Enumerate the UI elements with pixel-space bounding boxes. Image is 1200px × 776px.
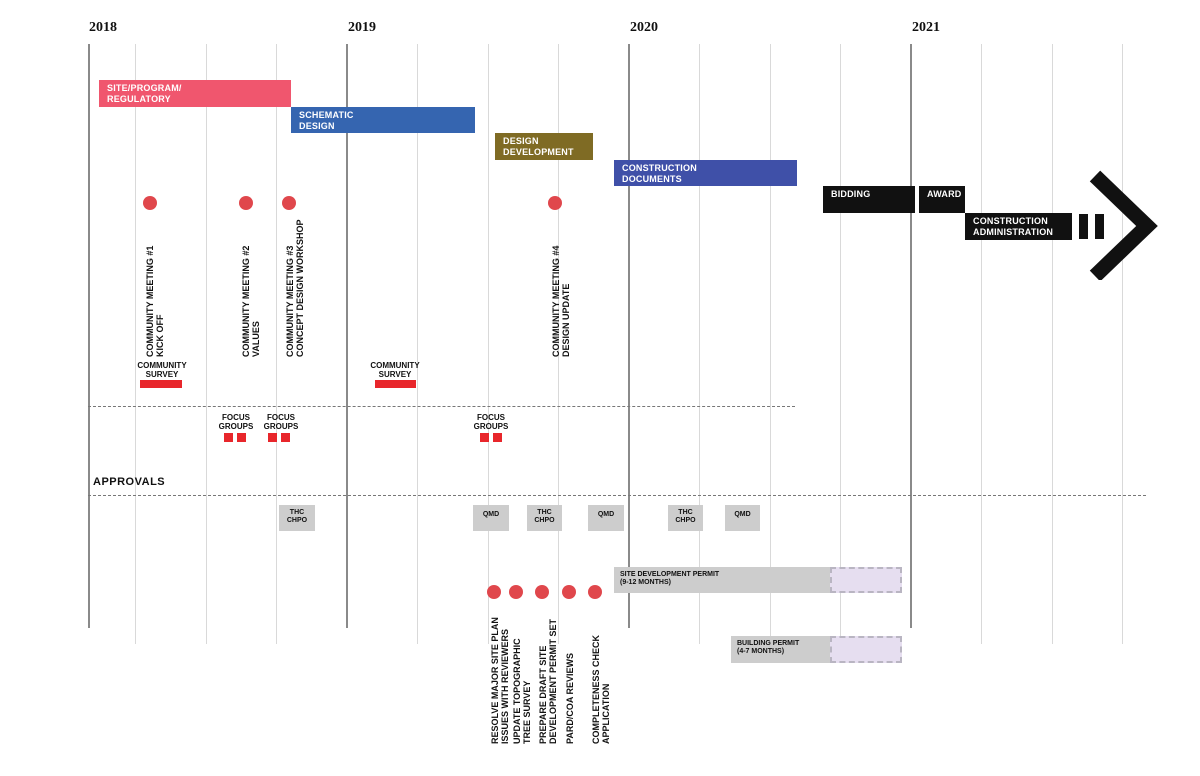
approvals-separator — [88, 495, 1146, 496]
phase-design-development: DESIGN DEVELOPMENT — [495, 133, 593, 160]
site-development-permit-bar: SITE DEVELOPMENT PERMIT (9-12 MONTHS) — [614, 567, 830, 593]
focus-group-marker — [281, 433, 290, 442]
quarter-line — [1052, 44, 1053, 644]
engagement-separator — [88, 406, 795, 407]
building-permit-bar: BUILDING PERMIT (4-7 MONTHS) — [731, 636, 830, 663]
quarter-line — [699, 44, 700, 644]
meeting-dot — [239, 196, 253, 210]
quarter-line — [840, 44, 841, 644]
approvals-heading: APPROVALS — [93, 476, 166, 488]
focus-groups-label: FOCUS GROUPS — [473, 413, 509, 431]
milestone-dot — [535, 585, 549, 599]
approval-box-qmd: QMD — [588, 505, 624, 531]
milestone-update-survey-label: UPDATE TOPOGRAPHIC TREE SURVEY — [512, 638, 532, 744]
year-label-2021: 2021 — [912, 20, 940, 35]
arrow-dash — [1095, 214, 1104, 239]
approval-box-thc-chpo: THC CHPO — [668, 505, 703, 531]
phase-construction-documents: CONSTRUCTION DOCUMENTS — [614, 160, 797, 186]
community-meeting-1-label: COMMUNITY MEETING #1 KICK OFF — [145, 245, 165, 357]
quarter-line — [417, 44, 418, 644]
community-survey-label: COMMUNITY SURVEY — [370, 361, 420, 379]
phase-bidding: BIDDING — [823, 186, 915, 213]
building-permit-extension — [830, 636, 902, 663]
focus-group-marker — [493, 433, 502, 442]
quarter-line — [135, 44, 136, 644]
milestone-dot — [588, 585, 602, 599]
community-meeting-3-label: COMMUNITY MEETING #3 CONCEPT DESIGN WORK… — [285, 219, 305, 357]
meeting-dot — [282, 196, 296, 210]
community-meeting-2-label: COMMUNITY MEETING #2 VALUES — [241, 245, 261, 357]
community-survey-label: COMMUNITY SURVEY — [137, 361, 187, 379]
phase-award: AWARD — [919, 186, 965, 213]
focus-group-marker — [224, 433, 233, 442]
focus-groups-label: FOCUS GROUPS — [218, 413, 254, 431]
focus-group-marker — [480, 433, 489, 442]
approval-box-qmd: QMD — [725, 505, 760, 531]
milestone-dot — [487, 585, 501, 599]
approval-box-thc-chpo: THC CHPO — [527, 505, 562, 531]
milestone-dot — [509, 585, 523, 599]
year-line-2020 — [628, 44, 630, 628]
year-label-2019: 2019 — [348, 20, 376, 35]
milestone-pard-coa-reviews-label: PARD/COA REVIEWS — [565, 652, 575, 744]
year-line-2021 — [910, 44, 912, 628]
quarter-line — [206, 44, 207, 644]
arrow-dash — [1079, 214, 1088, 239]
quarter-line — [488, 44, 489, 644]
milestone-dot — [562, 585, 576, 599]
phase-schematic-design: SCHEMATIC DESIGN — [291, 107, 475, 133]
quarter-line — [558, 44, 559, 644]
year-line-2018 — [88, 44, 90, 628]
milestone-prepare-permit-set-label: PREPARE DRAFT SITE DEVELOPMENT PERMIT SE… — [538, 618, 558, 744]
community-survey-bar — [375, 380, 416, 388]
approval-box-thc-chpo: THC CHPO — [279, 505, 315, 531]
phase-site-program-regulatory: SITE/PROGRAM/ REGULATORY — [99, 80, 291, 107]
focus-groups-label: FOCUS GROUPS — [263, 413, 299, 431]
quarter-line — [770, 44, 771, 644]
focus-group-marker — [237, 433, 246, 442]
milestone-completeness-check-label: COMPLETENESS CHECK APPLICATION — [591, 634, 611, 744]
quarter-line — [981, 44, 982, 644]
approval-box-qmd: QMD — [473, 505, 509, 531]
site-development-permit-extension — [830, 567, 902, 593]
quarter-line — [276, 44, 277, 644]
phase-construction-administration: CONSTRUCTION ADMINISTRATION — [965, 213, 1072, 240]
community-meeting-4-label: COMMUNITY MEETING #4 DESIGN UPDATE — [551, 245, 571, 357]
community-survey-bar — [140, 380, 182, 388]
quarter-line — [1122, 44, 1123, 644]
year-label-2018: 2018 — [89, 20, 117, 35]
continuation-arrow-icon — [1079, 170, 1158, 280]
year-line-2019 — [346, 44, 348, 628]
focus-group-marker — [268, 433, 277, 442]
year-label-2020: 2020 — [630, 20, 658, 35]
milestone-resolve-site-plan-label: RESOLVE MAJOR SITE PLAN ISSUES WITH REVI… — [490, 617, 510, 744]
arrow-chevron — [1089, 170, 1158, 280]
meeting-dot — [143, 196, 157, 210]
meeting-dot — [548, 196, 562, 210]
